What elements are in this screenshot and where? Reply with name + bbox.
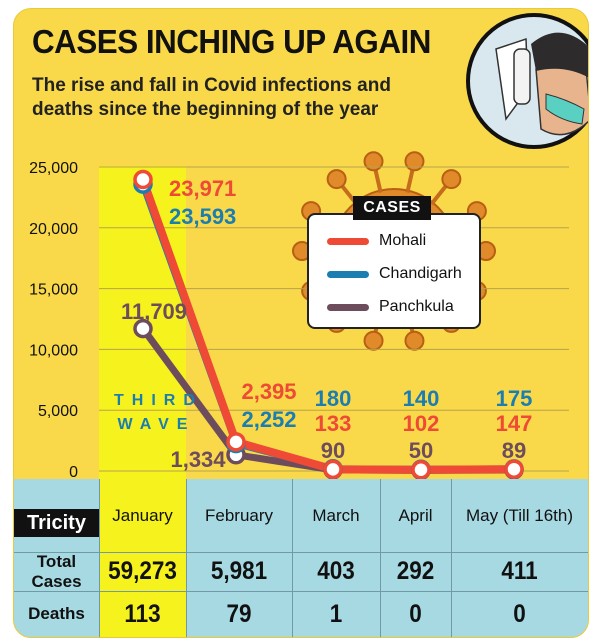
table-divider: [14, 591, 588, 592]
month-label: February: [204, 506, 274, 525]
row-label-line: Cases: [31, 571, 82, 591]
legend: Mohali Chandigarh Panchkula: [307, 213, 481, 329]
legend-title: CASES: [353, 196, 431, 220]
value-label-mohali: 23,971: [169, 176, 236, 201]
deaths-value: 0: [513, 599, 526, 628]
y-tick-label: 25,000: [29, 160, 78, 177]
month-label: April: [398, 506, 433, 525]
table-divider: [292, 479, 293, 637]
data-point-mohali: [133, 169, 153, 190]
legend-item-chandigarh: Chandigarh: [327, 265, 462, 283]
data-point-panchkula: [133, 318, 153, 339]
region-label: Tricity: [14, 509, 99, 537]
value-label-panchkula: 90: [321, 438, 345, 463]
total-cases-value: 5,981: [210, 557, 268, 585]
data-point-mohali: [411, 460, 431, 479]
table-divider: [380, 479, 381, 637]
deaths-value: 79: [226, 599, 252, 628]
virus-spike-head: [404, 151, 425, 172]
third-wave-line1: THIRD: [114, 392, 203, 409]
legend-item-panchkula: Panchkula: [327, 298, 454, 316]
row-label-line: Total: [36, 551, 77, 571]
table-divider: [14, 552, 588, 553]
y-tick-label: 10,000: [29, 342, 78, 359]
value-label-panchkula: 1,334: [170, 447, 226, 472]
row-label-deaths: Deaths: [28, 604, 85, 623]
month-label: May (Till 16th): [465, 506, 574, 525]
total-cases-value: 411: [501, 557, 538, 585]
total-cases-value: 403: [317, 557, 355, 585]
total-cases-value: 292: [396, 557, 435, 585]
legend-swatch: [327, 303, 369, 311]
legend-swatch: [327, 270, 369, 278]
legend-label: Panchkula: [379, 298, 454, 315]
page-title: CASES INCHING UP AGAIN: [32, 23, 431, 60]
month-label: January: [112, 506, 173, 525]
value-label-chandigarh: 23,593: [169, 204, 236, 229]
total-cases-value: 59,273: [108, 557, 177, 585]
legend-label: Chandigarh: [379, 265, 462, 282]
data-point-mohali: [323, 459, 343, 479]
month-label: March: [312, 506, 360, 525]
value-label-chandigarh: 180: [315, 386, 352, 411]
data-point-mohali: [504, 459, 524, 479]
third-wave-label: THIRD WAVE: [114, 389, 199, 437]
summary-table: Tricity January February March April May…: [14, 479, 588, 637]
line-chart: 25,000 20,000 15,000 10,000 5,000 0 23,971 23,…: [29, 160, 569, 479]
virus-spike-head: [363, 151, 384, 172]
y-tick-label: 0: [69, 464, 78, 479]
virus-spike-head: [441, 169, 462, 190]
legend-item-mohali: Mohali: [327, 232, 426, 250]
value-label-mohali: 2,395: [241, 379, 296, 404]
virus-spike-head: [326, 169, 347, 190]
y-tick-label: 20,000: [29, 221, 78, 238]
row-label-total-cases: Total Cases: [14, 552, 99, 591]
value-label-panchkula: 50: [409, 438, 433, 463]
y-tick-label: 15,000: [29, 282, 78, 299]
value-label-panchkula: 11,709: [121, 299, 187, 324]
deaths-value: 0: [409, 599, 422, 628]
legend-label: Mohali: [379, 232, 427, 249]
y-tick-label: 5,000: [38, 403, 78, 420]
data-point-mohali: [226, 432, 246, 452]
value-label-chandigarh: 2,252: [241, 407, 296, 432]
deaths-value: 113: [124, 599, 161, 628]
value-label-mohali: 147: [496, 411, 533, 436]
value-label-chandigarh: 175: [496, 386, 533, 411]
health-worker-illustration: [466, 13, 588, 149]
legend-swatch: [327, 237, 369, 245]
page-subtitle: The rise and fall in Covid infections an…: [32, 75, 391, 120]
january-table-highlight: [99, 479, 186, 637]
third-wave-line2: WAVE: [117, 416, 196, 433]
value-label-mohali: 102: [403, 411, 440, 436]
deaths-value: 1: [329, 599, 343, 628]
table-divider: [186, 479, 187, 637]
chart-panel: CASES INCHING UP AGAIN The rise and fall…: [13, 8, 589, 638]
value-label-panchkula: 89: [502, 438, 526, 463]
value-label-chandigarh: 140: [403, 386, 440, 411]
table-divider: [99, 479, 100, 637]
value-label-mohali: 133: [315, 411, 352, 436]
table-divider: [451, 479, 452, 637]
